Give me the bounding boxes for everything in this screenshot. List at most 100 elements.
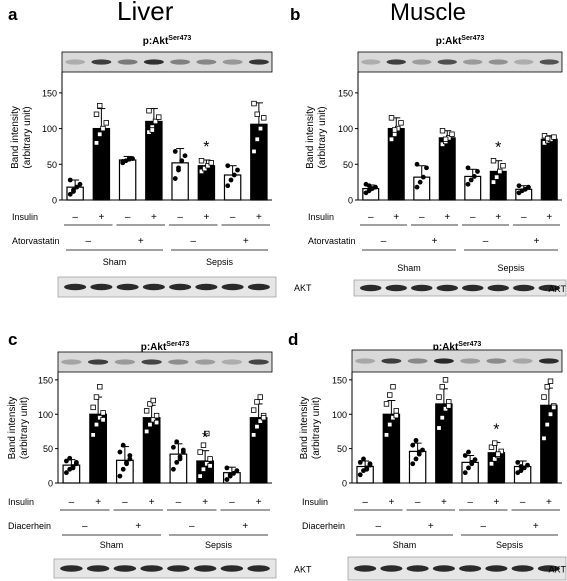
- blot-band: [538, 358, 559, 364]
- data-point: [198, 168, 205, 175]
- insulin-label: Insulin: [12, 212, 38, 222]
- y-tick-label: 150: [42, 88, 57, 98]
- blot-band: [355, 358, 376, 364]
- data-point: [393, 408, 399, 414]
- data-point: [224, 465, 230, 471]
- data-point: [383, 432, 390, 438]
- data-point: [67, 177, 73, 183]
- treatment-sign: –: [375, 521, 381, 532]
- insulin-sign: +: [149, 497, 155, 508]
- data-point: [436, 425, 442, 431]
- akt-band: [247, 565, 270, 572]
- panel-b: b Muscle p:AktSer473 0 50 100 150 Band intensit…: [290, 0, 566, 297]
- akt-band: [537, 565, 560, 572]
- akt-band: [140, 565, 163, 572]
- insulin-sign: –: [470, 212, 476, 223]
- akt-band: [462, 284, 484, 292]
- data-point: [497, 168, 503, 175]
- y-tick-label: 100: [332, 410, 347, 420]
- data-point: [202, 165, 208, 172]
- y-tick-label: 50: [43, 444, 53, 454]
- data-point: [71, 187, 76, 193]
- blot-band: [168, 359, 189, 365]
- data-point: [150, 397, 156, 404]
- blot-image: [351, 349, 563, 373]
- data-point: [541, 435, 547, 442]
- data-point: [465, 181, 471, 187]
- treatment-sign: +: [534, 236, 540, 247]
- y-axis-label-units: (arbitrary unit): [311, 397, 322, 459]
- akt-band: [432, 565, 455, 572]
- data-point: [153, 419, 160, 426]
- data-point: [373, 184, 378, 190]
- data-point: [357, 472, 363, 478]
- bar: [92, 127, 111, 201]
- y-tick-label: 0: [348, 196, 353, 206]
- data-point: [180, 447, 186, 453]
- data-point: [254, 399, 260, 405]
- data-point: [471, 174, 477, 179]
- insulin-sign: +: [203, 212, 209, 223]
- data-point: [152, 118, 159, 125]
- data-point: [261, 115, 267, 121]
- y-tick-label: 0: [48, 479, 53, 489]
- akt-blot-image: [53, 558, 277, 579]
- data-point: [257, 125, 264, 132]
- data-point: [366, 183, 372, 189]
- data-point: [526, 184, 531, 190]
- blot-band: [248, 359, 269, 365]
- data-point: [465, 165, 471, 171]
- akt-band: [360, 284, 382, 292]
- data-point: [469, 459, 475, 465]
- data-point: [357, 459, 363, 465]
- data-point: [228, 177, 234, 183]
- data-point: [516, 183, 522, 189]
- akt-band: [193, 565, 217, 572]
- y-tick-label: 100: [38, 410, 53, 420]
- y-tick-label: 50: [337, 444, 347, 454]
- data-point: [177, 456, 183, 462]
- blot-band: [248, 59, 269, 65]
- akt-blot-image: [347, 556, 567, 581]
- data-point: [143, 408, 150, 414]
- blot-band: [514, 59, 534, 65]
- data-point: [449, 131, 455, 137]
- data-point: [231, 172, 237, 178]
- insulin-sign: –: [521, 212, 527, 223]
- data-point: [367, 461, 373, 467]
- blot-title-main: p:Akt: [433, 342, 459, 353]
- data-point: [103, 120, 109, 126]
- akt-band: [436, 284, 458, 292]
- data-point: [495, 451, 501, 457]
- data-point: [73, 459, 79, 465]
- blot-title: p:AktSer473: [141, 341, 190, 353]
- blot-band: [143, 59, 164, 65]
- data-point: [93, 140, 100, 146]
- panel-tissue-title: Muscle: [390, 0, 466, 26]
- treatment-sign: +: [242, 521, 248, 532]
- blot-band: [87, 359, 109, 365]
- y-tick-label: 100: [42, 124, 57, 134]
- data-point: [197, 449, 203, 455]
- blot-band: [460, 358, 481, 364]
- data-point: [200, 442, 207, 448]
- data-point: [388, 115, 395, 121]
- data-point: [153, 412, 160, 419]
- akt-band: [485, 565, 508, 572]
- data-point: [146, 108, 152, 114]
- treatment-sign: +: [533, 521, 539, 532]
- blot-band: [65, 59, 86, 65]
- insulin-sign: –: [125, 212, 131, 223]
- y-axis-label-units: (arbitrary unit): [317, 106, 328, 168]
- bar: [438, 137, 456, 201]
- bar: [118, 159, 137, 201]
- blot-band: [488, 59, 508, 65]
- insulin-sign: +: [256, 212, 262, 223]
- data-point: [442, 136, 449, 142]
- significance-star: *: [495, 140, 501, 157]
- data-point: [170, 466, 176, 472]
- data-point: [170, 444, 176, 450]
- insulin-sign: –: [520, 497, 526, 508]
- data-point: [257, 394, 263, 400]
